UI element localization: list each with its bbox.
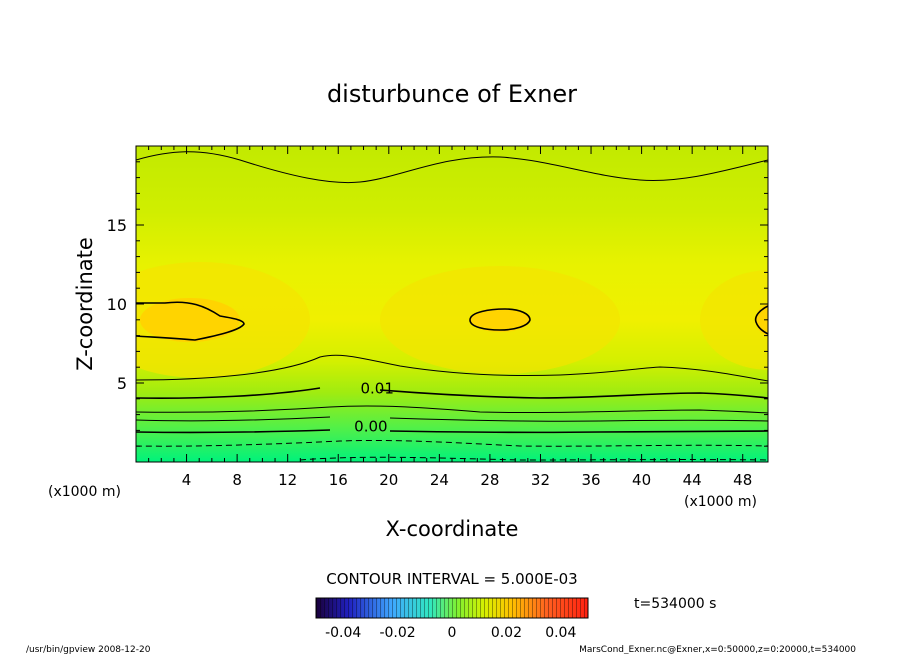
x-tick-label: 12 bbox=[278, 471, 297, 489]
colorbar-ticks: -0.04 -0.02 0 0.02 0.04 bbox=[325, 625, 576, 641]
y-tick-label: 15 bbox=[107, 216, 127, 235]
contour-field bbox=[136, 146, 768, 462]
contour-line bbox=[136, 416, 768, 422]
contour-line bbox=[136, 439, 768, 447]
colorbar-tick-label: -0.04 bbox=[325, 625, 361, 641]
contour-line bbox=[136, 429, 768, 434]
x-tick-label: 48 bbox=[733, 471, 752, 489]
footer-left: /usr/bin/gpview 2008-12-20 bbox=[26, 645, 151, 654]
time-label: t=534000 s bbox=[634, 596, 716, 612]
colorbar-tick-label: -0.02 bbox=[379, 625, 415, 641]
x-axis: 4 8 12 16 20 24 28 32 36 40 44 48 bbox=[135, 146, 769, 489]
x-axis-label: X-coordinate bbox=[386, 517, 519, 541]
x-tick-label: 44 bbox=[683, 471, 702, 489]
x-tick-label: 32 bbox=[531, 471, 550, 489]
y-tick-label: 5 bbox=[117, 374, 127, 393]
contour-line bbox=[754, 305, 768, 335]
contour-label: 0.01 bbox=[360, 380, 393, 398]
x-tick-label: 16 bbox=[329, 471, 348, 489]
x-tick-label: 4 bbox=[182, 471, 192, 489]
contour-line bbox=[469, 308, 531, 331]
contour-line bbox=[136, 354, 768, 382]
x-tick-label: 8 bbox=[232, 471, 242, 489]
y-axis: 5 10 15 bbox=[107, 145, 768, 463]
contour-line bbox=[136, 405, 768, 414]
chart-title: disturbunce of Exner bbox=[327, 80, 577, 108]
contour-label: 0.00 bbox=[354, 418, 387, 436]
x-tick-label: 40 bbox=[632, 471, 651, 489]
x-tick-label: 20 bbox=[379, 471, 398, 489]
y-axis-label: Z-coordinate bbox=[73, 237, 97, 371]
contour-line bbox=[136, 301, 245, 341]
colorbar-tick-label: 0.04 bbox=[545, 625, 576, 641]
contour-line bbox=[136, 387, 768, 399]
colorbar-tick-label: 0 bbox=[448, 625, 457, 641]
x-tick-label: 24 bbox=[430, 471, 449, 489]
y-tick-label: 10 bbox=[107, 295, 127, 314]
contour-line bbox=[299, 456, 768, 461]
colorbar-tick-label: 0.02 bbox=[491, 625, 522, 641]
x-tick-label: 36 bbox=[581, 471, 600, 489]
contour-line bbox=[136, 151, 768, 184]
contour-labels: 0.01 0.00 bbox=[354, 380, 394, 436]
contour-interval: CONTOUR INTERVAL = 5.000E-03 bbox=[326, 570, 577, 588]
x-unit-label-right: (x1000 m) bbox=[684, 494, 757, 510]
x-tick-label: 28 bbox=[480, 471, 499, 489]
x-unit-label: (x1000 m) bbox=[48, 484, 121, 500]
footer-right: MarsCond_Exner.nc@Exner,x=0:50000,z=0:20… bbox=[579, 645, 856, 654]
